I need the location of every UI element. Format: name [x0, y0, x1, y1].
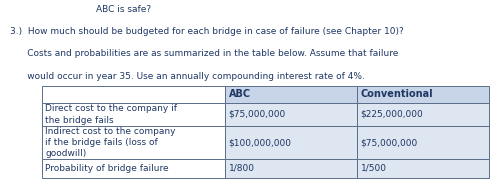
Text: ABC: ABC [229, 89, 251, 99]
Text: Probability of bridge failure: Probability of bridge failure [45, 164, 169, 173]
Text: 1/500: 1/500 [361, 164, 387, 173]
Text: 3.)  How much should be budgeted for each bridge in case of failure (see Chapter: 3.) How much should be budgeted for each… [10, 27, 404, 36]
Text: Conventional: Conventional [361, 89, 433, 99]
Bar [357, 86, 489, 103]
Bar [225, 126, 357, 159]
Text: would occur in year 35. Use an annually compounding interest rate of 4%.: would occur in year 35. Use an annually … [10, 72, 365, 81]
Bar [42, 86, 225, 103]
Text: Costs and probabilities are as summarized in the table below. Assume that failur: Costs and probabilities are as summarize… [10, 49, 398, 58]
Text: $75,000,000: $75,000,000 [229, 110, 286, 119]
Text: ABC is safe?: ABC is safe? [96, 5, 152, 14]
Bar [357, 159, 489, 178]
Bar [225, 86, 357, 103]
Text: Indirect cost to the company
if the bridge fails (loss of
goodwill): Indirect cost to the company if the brid… [45, 127, 176, 158]
Bar [225, 159, 357, 178]
Text: 1/800: 1/800 [229, 164, 255, 173]
Bar [42, 159, 225, 178]
Bar [225, 103, 357, 126]
Bar [357, 103, 489, 126]
Text: Direct cost to the company if
the bridge fails: Direct cost to the company if the bridge… [45, 104, 177, 124]
Bar [357, 126, 489, 159]
Bar [42, 126, 225, 159]
Text: $100,000,000: $100,000,000 [229, 138, 292, 147]
Text: $75,000,000: $75,000,000 [361, 138, 418, 147]
Bar [42, 103, 225, 126]
Text: $225,000,000: $225,000,000 [361, 110, 423, 119]
